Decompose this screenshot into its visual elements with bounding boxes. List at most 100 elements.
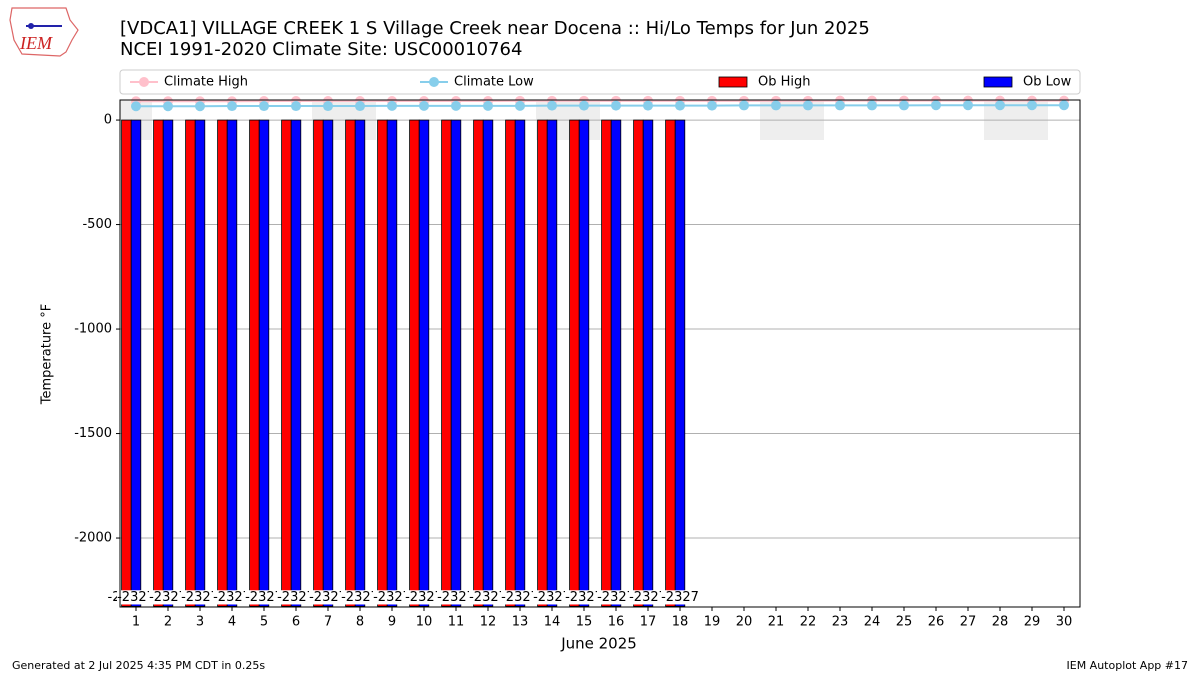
label-bg (181, 590, 219, 605)
label-bg (245, 590, 283, 605)
marker (515, 100, 525, 111)
marker (643, 100, 653, 111)
data-label: -2327 (437, 590, 475, 605)
x-tick-label: 19 (704, 615, 721, 630)
marker (835, 100, 845, 111)
data-label: -2327 (341, 590, 379, 605)
line (136, 104, 1064, 108)
x-tick-label: 3 (196, 615, 204, 630)
x-tick-label: 12 (480, 615, 497, 630)
bar (281, 119, 292, 607)
bar (642, 119, 654, 607)
data-label: -2327 (117, 590, 155, 605)
x-axis-label: June 2025 (560, 635, 637, 653)
label-bg (277, 590, 315, 605)
x-tick-label: 23 (832, 615, 849, 630)
x-tick-label: 18 (672, 615, 689, 630)
legend-label: Climate Low (454, 75, 534, 90)
x-tick-label: 5 (260, 615, 268, 630)
marker (899, 100, 909, 111)
bar (377, 119, 388, 607)
label-bg (469, 590, 507, 605)
label-bg (149, 590, 187, 605)
bar (386, 119, 398, 607)
marker (1027, 100, 1037, 111)
bar (450, 119, 462, 607)
x-tick-label: 29 (1024, 615, 1041, 630)
bar (185, 119, 196, 607)
marker (611, 100, 621, 111)
y-tick-label: -2000 (74, 531, 112, 546)
marker (707, 100, 717, 111)
marker (867, 100, 877, 111)
legend-swatch (718, 76, 748, 88)
legend-label: Climate High (164, 75, 248, 90)
marker (931, 100, 941, 111)
label-bg (405, 590, 443, 605)
bar (130, 119, 142, 607)
bar (505, 119, 516, 607)
legend-swatch-marker (429, 77, 439, 87)
data-label: -2327 (501, 590, 539, 605)
logo: IEM (9, 7, 79, 57)
bar (345, 119, 356, 607)
footer-left: Generated at 2 Jul 2025 4:35 PM CDT in 0… (12, 659, 265, 672)
bar (633, 119, 644, 607)
legend-swatch-marker (139, 77, 149, 87)
x-tick-label: 6 (292, 615, 300, 630)
bar (482, 119, 494, 607)
chart-title: [VDCA1] VILLAGE CREEK 1 S Village Creek … (120, 18, 870, 39)
marker (195, 101, 205, 112)
x-tick-label: 2 (164, 615, 172, 630)
bar (665, 119, 676, 607)
marker (323, 101, 333, 112)
x-tick-label: 21 (768, 615, 785, 630)
x-tick-label: 16 (608, 615, 625, 630)
marker (227, 101, 237, 112)
y-tick-label: -500 (82, 217, 112, 232)
bar (194, 119, 206, 607)
x-tick-label: 22 (800, 615, 817, 630)
bar (610, 119, 622, 607)
y-tick-label: -1500 (74, 426, 112, 441)
marker (995, 100, 1005, 111)
data-label: -2327 (245, 590, 283, 605)
logo-outline (9, 7, 79, 57)
x-tick-label: 9 (388, 615, 396, 630)
logo-dot (28, 23, 34, 29)
bar (441, 119, 452, 607)
data-label: -2327 (533, 590, 571, 605)
x-tick-label: 4 (228, 615, 236, 630)
x-tick-label: 20 (736, 615, 753, 630)
label-bg (117, 590, 155, 605)
bar (546, 119, 558, 607)
marker (579, 100, 589, 111)
x-tick-label: 28 (992, 615, 1009, 630)
marker (483, 100, 493, 111)
data-label: -2327 (373, 590, 411, 605)
bar (121, 119, 132, 607)
marker (419, 100, 429, 111)
x-tick-label: 13 (512, 615, 529, 630)
label-bg (597, 590, 635, 605)
x-tick-label: 27 (960, 615, 977, 630)
data-label: -2327 (309, 590, 347, 605)
bar (473, 119, 484, 607)
data-label: -2327 (213, 590, 251, 605)
plot-frame (119, 99, 1081, 608)
label-bg (213, 590, 251, 605)
y-axis-label: Temperature °F (40, 304, 55, 405)
chart-subtitle: NCEI 1991-2020 Climate Site: USC00010764 (120, 39, 522, 60)
x-tick-label: 24 (864, 615, 881, 630)
bar (569, 119, 580, 607)
bar (313, 119, 324, 607)
bar (322, 119, 334, 607)
marker (675, 100, 685, 111)
marker (963, 100, 973, 111)
data-label: -2327 (181, 590, 219, 605)
legend-label: Ob Low (1023, 75, 1072, 90)
marker (451, 100, 461, 111)
data-label: -2327 (405, 590, 443, 605)
legend-box (119, 69, 1081, 95)
